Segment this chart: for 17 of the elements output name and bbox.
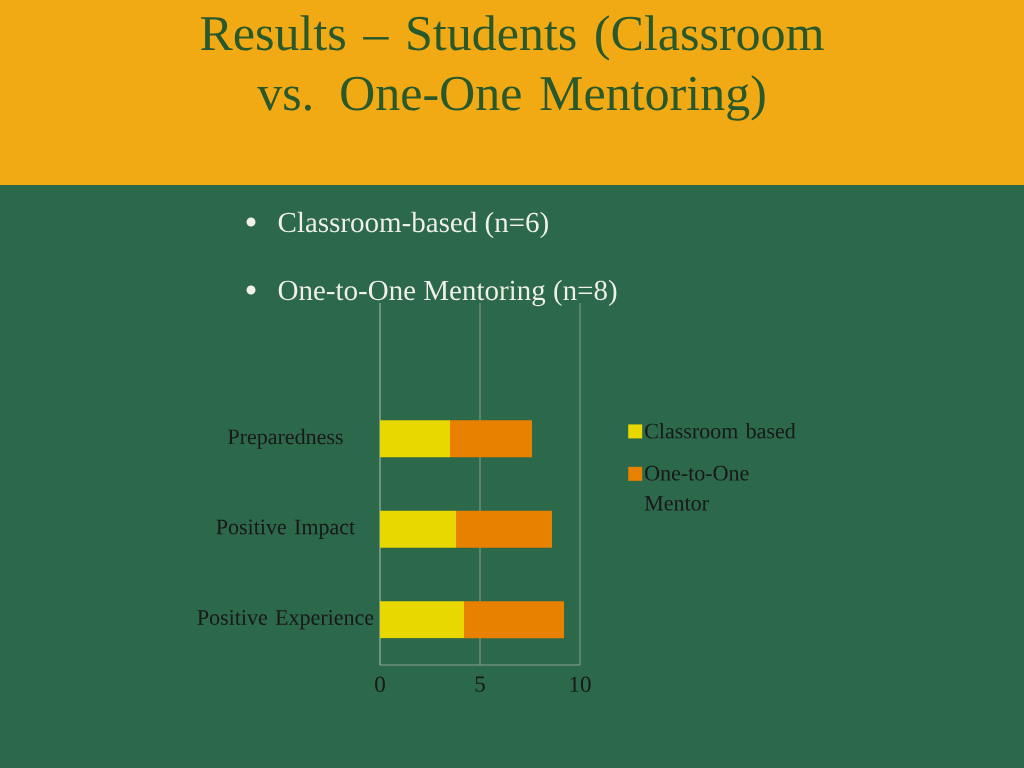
- bar: [380, 601, 465, 639]
- legend-label: Classroom based: [645, 423, 796, 439]
- y-tick-label: Positive Impact: [216, 519, 356, 539]
- bar: [450, 420, 533, 458]
- bar: [464, 601, 565, 639]
- y-tick-label: Positive Experience: [197, 610, 374, 630]
- bar: [380, 420, 450, 458]
- x-tick-label: 10: [570, 676, 591, 693]
- x-tick-label: 0: [375, 676, 385, 693]
- bar: [456, 510, 553, 548]
- y-tick-label: Preparedness: [228, 428, 343, 449]
- annotation: One-to-One Mentoring (n=8): [278, 279, 617, 307]
- x-tick-label: 5: [475, 676, 485, 692]
- text: Classroom-based (n=6): [278, 211, 548, 239]
- chart-title: Results – Students (Classroom vs. One-One Mentoring): [200, 15, 824, 121]
- bar: [380, 510, 457, 548]
- legend-label: One-to-One Mentor: [644, 465, 749, 511]
